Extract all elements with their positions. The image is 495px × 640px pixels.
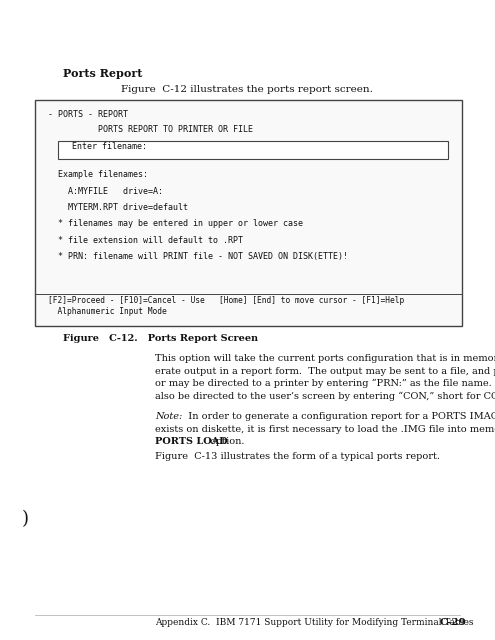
Text: Figure   C-12.   Ports Report Screen: Figure C-12. Ports Report Screen xyxy=(63,334,258,343)
Text: - PORTS - REPORT: - PORTS - REPORT xyxy=(48,110,128,119)
Text: option.: option. xyxy=(207,437,245,446)
Text: * file extension will default to .RPT: * file extension will default to .RPT xyxy=(48,236,243,245)
Text: PORTS REPORT TO PRINTER OR FILE: PORTS REPORT TO PRINTER OR FILE xyxy=(48,125,253,134)
Text: Appendix C.  IBM 7171 Support Utility for Modifying Terminal Tables: Appendix C. IBM 7171 Support Utility for… xyxy=(155,618,474,627)
Text: Example filenames:: Example filenames: xyxy=(48,170,148,179)
Text: exists on diskette, it is first necessary to load the .IMG file into memory usin: exists on diskette, it is first necessar… xyxy=(155,424,495,433)
Bar xyxy=(35,100,462,326)
Text: This option will take the current ports configuration that is in memory, and gen: This option will take the current ports … xyxy=(155,354,495,363)
Text: PORTS LOAD: PORTS LOAD xyxy=(155,437,228,446)
Text: also be directed to the user’s screen by entering “CON,” short for CONSOLE.: also be directed to the user’s screen by… xyxy=(155,392,495,401)
Text: or may be directed to a printer by entering “PRN:” as the file name.  Output may: or may be directed to a printer by enter… xyxy=(155,379,495,388)
Text: MYTERM.RPT drive=default: MYTERM.RPT drive=default xyxy=(48,203,188,212)
Text: A:MYFILE   drive=A:: A:MYFILE drive=A: xyxy=(48,186,163,195)
Text: [F2]=Proceed - [F10]=Cancel - Use   [Home] [End] to move cursor - [F1]=Help: [F2]=Proceed - [F10]=Cancel - Use [Home]… xyxy=(48,296,404,305)
Text: erate output in a report form.  The output may be sent to a file, and printed la: erate output in a report form. The outpu… xyxy=(155,367,495,376)
Text: Ports Report: Ports Report xyxy=(63,68,143,79)
Text: In order to generate a configuration report for a PORTS IMAGE file that: In order to generate a configuration rep… xyxy=(182,412,495,421)
Text: * PRN: filename will PRINT file - NOT SAVED ON DISK(ETTE)!: * PRN: filename will PRINT file - NOT SA… xyxy=(48,253,348,262)
Text: Alphanumeric Input Mode: Alphanumeric Input Mode xyxy=(48,307,167,316)
Text: Figure  C-13 illustrates the form of a typical ports report.: Figure C-13 illustrates the form of a ty… xyxy=(155,452,440,461)
Text: ): ) xyxy=(22,510,29,528)
Text: * filenames may be entered in upper or lower case: * filenames may be entered in upper or l… xyxy=(48,220,303,228)
Text: Figure  C-12 illustrates the ports report screen.: Figure C-12 illustrates the ports report… xyxy=(121,85,373,94)
Text: Note:: Note: xyxy=(155,412,182,421)
Text: Enter filename:: Enter filename: xyxy=(72,142,147,151)
Bar xyxy=(58,141,448,159)
Text: C-29: C-29 xyxy=(440,618,467,627)
